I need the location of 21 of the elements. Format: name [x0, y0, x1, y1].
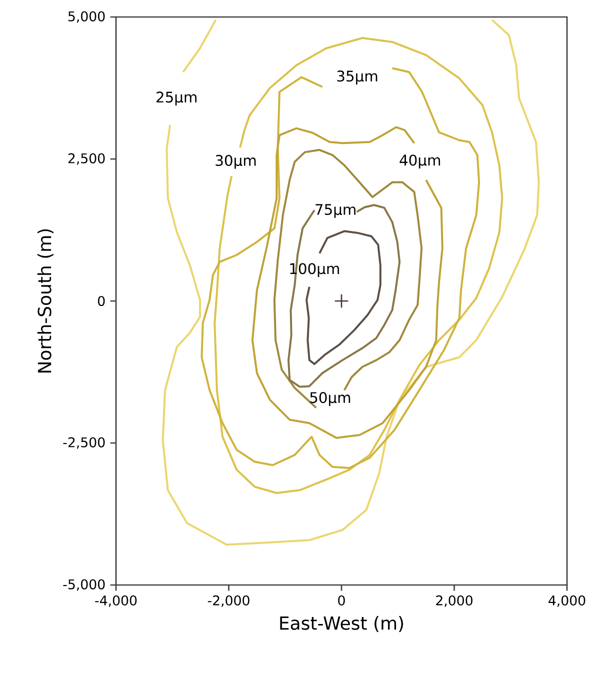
x-axis-title: East-West (m) [280, 616, 404, 632]
x-tick-label: 2,000 [436, 595, 472, 607]
y-tick-label: -5,000 [63, 579, 105, 591]
y-tick-label: 5,000 [68, 11, 105, 23]
y-axis-title: North-South (m) [37, 229, 54, 372]
series-label: 75μm [316, 204, 356, 218]
y-tick-label: 2,500 [68, 153, 105, 165]
series-label: 25μm [156, 92, 196, 106]
x-tick-label: -2,000 [208, 595, 250, 607]
line-series [288, 204, 401, 388]
series-label: 50μm [310, 392, 350, 406]
line-series [200, 67, 480, 469]
line-series [214, 37, 504, 494]
y-tick-label: -2,500 [63, 437, 105, 449]
x-tick-label: 4,000 [548, 595, 586, 607]
y-tick-label: 0 [98, 296, 105, 306]
x-tick-label: 0 [338, 595, 345, 606]
series-label: 30μm [216, 154, 256, 169]
x-tick-label: -4,000 [95, 595, 137, 607]
series-label: 35μm [337, 70, 378, 84]
series-label: 40μm [400, 154, 440, 169]
